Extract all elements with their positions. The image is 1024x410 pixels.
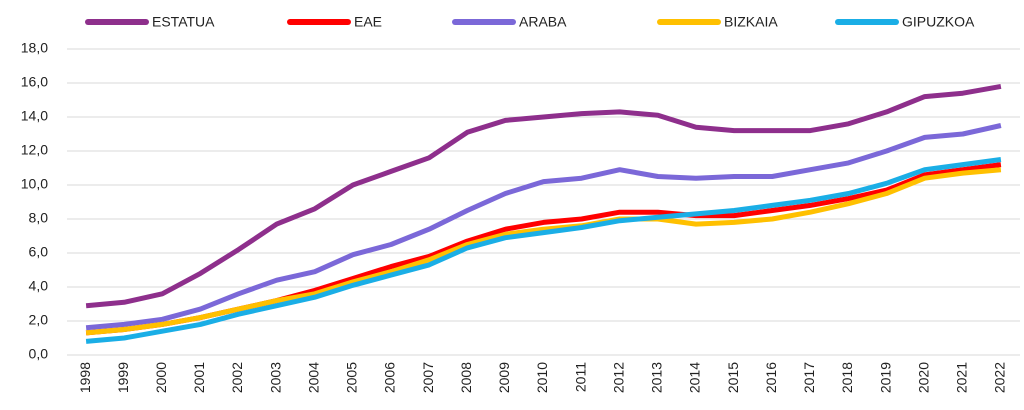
series-line [85,123,1002,331]
y-tick-label: 2,0 [29,312,49,328]
y-tick-label: 16,0 [21,74,48,90]
x-tick-label: 2011 [572,362,588,392]
x-tick-label: 2005 [344,362,360,393]
series-line [85,83,1002,309]
legend-label: ARABA [519,14,567,30]
x-tick-label: 2000 [153,362,169,393]
x-tick-label: 2002 [229,362,245,393]
x-tick-label: 2008 [458,362,474,393]
x-tick-label: 1999 [115,362,131,393]
x-tick-label: 2010 [534,362,550,393]
x-tick-label: 2022 [992,362,1008,393]
y-tick-label: 6,0 [29,244,49,260]
x-tick-label: 1998 [77,362,93,393]
y-tick-label: 0,0 [29,346,49,362]
legend-label: EAE [354,14,382,30]
x-tick-label: 2009 [496,362,512,393]
legend-label: BIZKAIA [724,14,778,30]
y-tick-label: 4,0 [29,278,49,294]
x-tick-label: 2006 [382,362,398,393]
series-line [85,167,1002,336]
x-tick-label: 2001 [191,362,207,393]
y-tick-label: 12,0 [21,142,48,158]
legend-label: ESTATUA [152,14,215,30]
legend-label: GIPUZKOA [902,14,975,30]
x-tick-label: 2017 [801,362,817,393]
x-tick-label: 2019 [877,362,893,393]
x-tick-label: 2004 [305,362,321,393]
series-line [85,157,1002,344]
x-tick-label: 2007 [420,362,436,393]
y-tick-label: 10,0 [21,176,48,192]
x-tick-label: 2021 [954,362,970,393]
x-tick-label: 2020 [915,362,931,393]
y-tick-label: 8,0 [29,210,49,226]
x-tick-label: 2015 [725,362,741,393]
x-tick-label: 2018 [839,362,855,393]
x-tick-label: 2014 [687,362,703,393]
x-tick-label: 2016 [763,362,779,393]
y-tick-label: 14,0 [21,108,48,124]
x-tick-label: 2003 [267,362,283,393]
y-tick-label: 18,0 [21,40,48,56]
x-tick-label: 2013 [649,362,665,393]
x-tick-label: 2012 [610,362,626,393]
